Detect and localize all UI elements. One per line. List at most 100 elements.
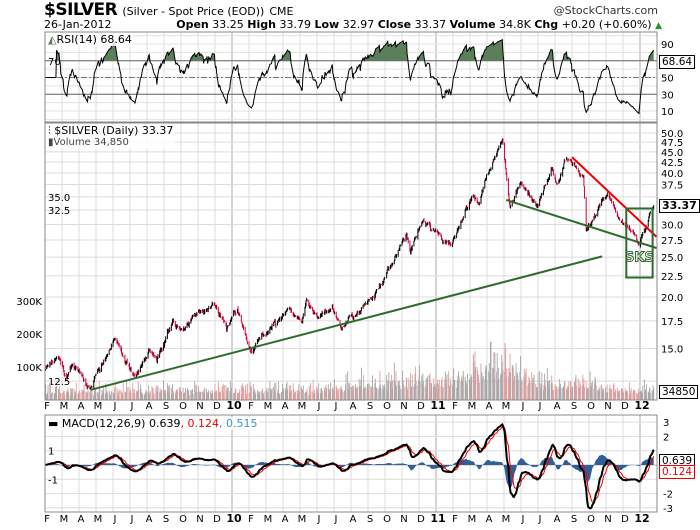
x-tick-label: N [400,514,407,525]
x-tick-label: D [213,401,221,412]
macd-tick-label: -3 [663,504,673,515]
x-tick-label: O [179,401,187,412]
description: (Silver - Spot Price (EOD)) [122,5,265,18]
change-value: +0.20 (+0.60%) [561,18,652,31]
macd-tick-label: -1 [48,475,58,486]
x-tick-label: O [383,401,391,412]
x-tick-label: D [621,514,629,525]
price-tick-label: 22.5 [661,272,683,283]
x-tick-label: A [78,514,85,525]
price-tick-label: 50.0 [661,129,683,140]
x-tick-label: O [383,514,391,525]
signal-value-tag: 0.124 [659,465,696,479]
price-tick-label: 42.5 [661,158,683,169]
price-tick-label: 30.0 [661,220,683,231]
x-tick-label: J [538,401,542,412]
price-panel-frame [44,122,658,401]
price-tick-label: 47.5 [661,138,683,149]
price-value-tag: 33.37 [659,199,700,213]
x-tick-label: 10 [226,512,242,525]
price-tick-label: 25.0 [661,253,683,264]
price-tick-label: 17.5 [661,317,683,328]
signal-line [45,426,655,503]
x-tick-label: M [60,401,69,412]
x-tick-label: J [317,401,321,412]
x-tick-label: S [163,514,169,525]
price-tick-label: 40.0 [661,169,683,180]
x-tick-label: M [60,514,69,525]
macd-value: 0.639 [148,417,181,430]
x-tick-label: F [44,401,50,412]
volume-icon: ▮ [48,137,54,148]
x-tick-label: O [587,514,595,525]
x-tick-label: A [146,514,153,525]
x-tick-label: M [298,401,307,412]
macd-tick-label: 2 [663,432,669,443]
x-tick-label: A [282,514,289,525]
x-tick-label: N [196,401,203,412]
macd-tick-label: 3 [663,418,669,429]
x-tick-label: D [213,514,221,525]
x-tick-label: D [621,401,629,412]
rsi-tick-label: 30 [661,90,674,101]
rsi-panel-frame [44,31,658,123]
x-tick-label: A [350,514,357,525]
x-tick-label: M [502,514,511,525]
x-tick-label: F [248,401,254,412]
watermark: @StockCharts.com [553,4,658,17]
x-tick-label: N [604,401,611,412]
rsi-value-tag: 68.64 [659,55,696,69]
x-tick-label: N [604,514,611,525]
quote-date: 26-Jan-2012 [44,18,112,31]
x-tick-label: M [502,401,511,412]
x-tick-label: N [196,514,203,525]
x-tick-label: J [521,514,525,525]
price-tick-label: 20.0 [661,293,683,304]
x-tick-label: O [179,514,187,525]
trendline-green [505,198,657,249]
price-tick-label: 12.5 [48,377,70,388]
high-value: 33.79 [279,18,311,31]
volume-value-tag: 34850 [659,385,699,399]
annotation-label: SKS [625,251,654,266]
x-tick-label: S [571,514,577,525]
quote-summary: Open 33.25 High 33.79 Low 32.97 Close 33… [176,18,662,31]
rsi-line [45,38,655,115]
open-value: 33.25 [212,18,244,31]
x-tick-label: J [521,401,525,412]
x-tick-label: D [417,401,425,412]
annotation-box [625,207,654,279]
x-tick-label: F [452,401,458,412]
x-tick-label: J [130,514,134,525]
x-tick-label: M [94,401,103,412]
x-tick-label: J [334,401,338,412]
price-legend: ⫶ $SILVER (Daily) 33.37 ▮Volume 34,850 [46,124,176,149]
macd-line [45,422,655,510]
x-tick-label: M [468,514,477,525]
low-value: 32.97 [342,18,375,31]
macd-histogram [45,454,654,490]
x-tick-label: F [248,514,254,525]
volume-tick-label: 100K [16,363,42,374]
x-tick-label: J [334,514,338,525]
x-tick-label: M [298,514,307,525]
price-tick-label: 27.5 [661,236,683,247]
rsi-legend: ◭RSI(14) 68.64 [46,33,134,46]
price-tick-label: 45.0 [661,148,683,159]
price-tick-label: 15.0 [661,345,683,356]
macd-line-icon: ▬ [48,417,59,430]
x-tick-label: M [94,514,103,525]
x-tick-label: A [554,514,561,525]
x-tick-label: O [587,401,595,412]
x-tick-label: F [452,514,458,525]
price-tick-label: 32.5 [48,206,70,217]
x-tick-label: D [417,514,425,525]
volume-tick-label: 300K [16,297,42,308]
chart-title: $SILVER (Silver - Spot Price (EOD)) CME [44,0,294,20]
x-tick-label: M [264,401,273,412]
rsi-tick-label: 70 [48,57,61,68]
rsi-tick-label: 10 [661,107,674,118]
macd-legend: ▬ MACD(12,26,9) 0.639, 0.124, 0.515 [46,417,260,430]
